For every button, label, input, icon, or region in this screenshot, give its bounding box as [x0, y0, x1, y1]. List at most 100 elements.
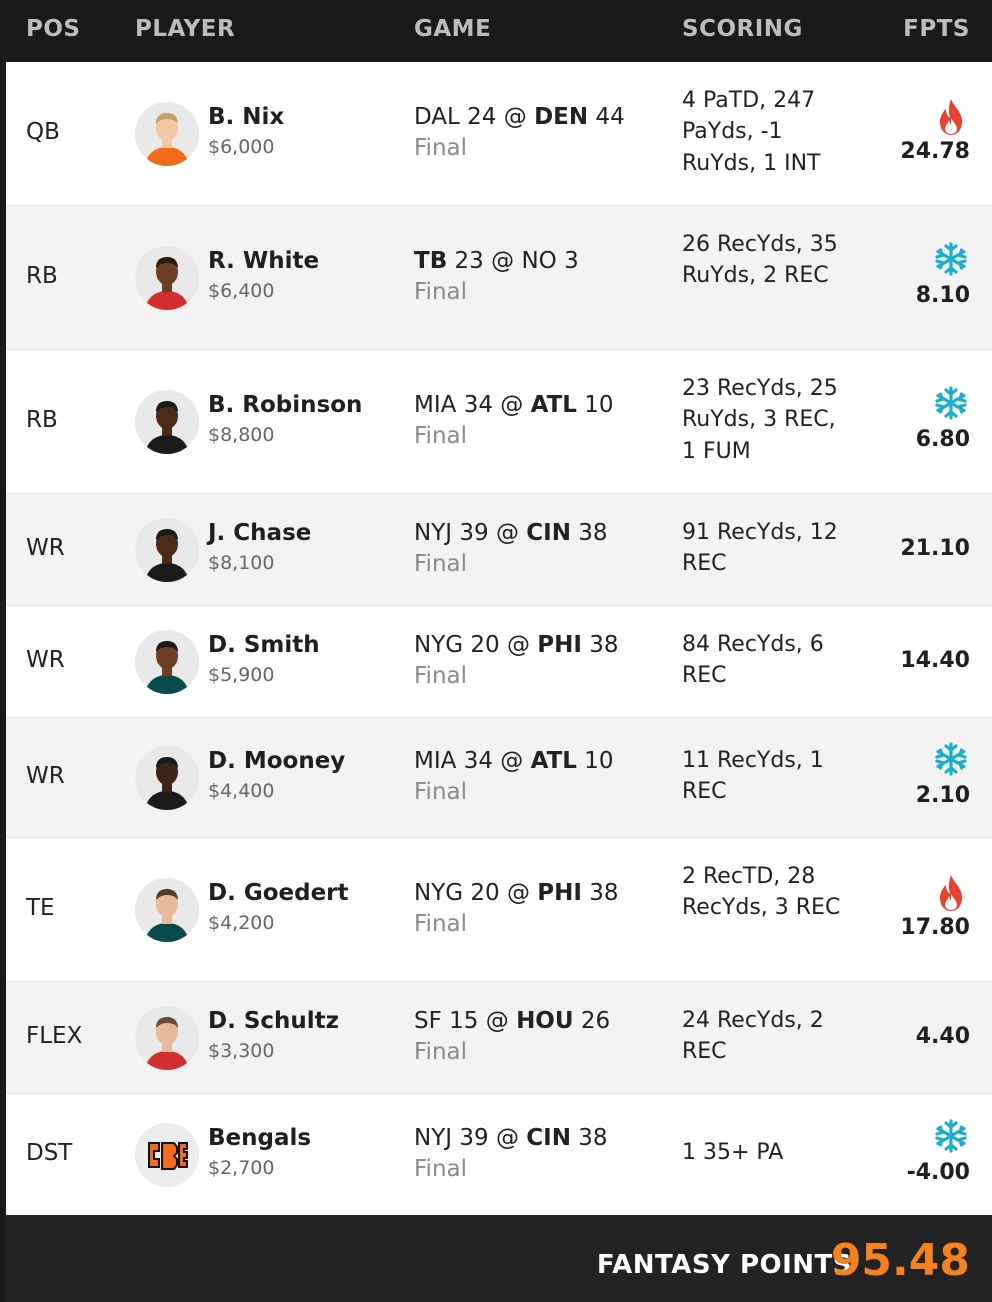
table-row[interactable]: WR J. Chase $8,100 NYJ 39 @ CIN 38 Final 91 R… — [6, 494, 992, 606]
home-score: 38 — [589, 632, 619, 658]
player-salary: $8,100 — [208, 552, 275, 574]
table-row[interactable]: WR D. Mooney $4,400 MIA 34 @ ATL 10 Final 11 … — [6, 718, 992, 838]
fire-icon — [934, 98, 968, 136]
away-score: 39 — [459, 520, 489, 546]
position-label: FLEX — [26, 1023, 83, 1049]
fantasy-points-value: 24.78 — [900, 139, 970, 164]
away-team: MIA — [414, 748, 457, 774]
fantasy-points-value: 17.80 — [900, 915, 970, 940]
fantasy-points-value: 21.10 — [900, 536, 970, 561]
table-row[interactable]: RB R. White $6,400 TB 23 @ NO 3 Final 26 RecY… — [6, 206, 992, 350]
player-headshot[interactable] — [135, 1123, 199, 1187]
player-name-link[interactable]: D. Smith — [208, 632, 320, 658]
game-status: Final — [414, 779, 468, 805]
player-headshot[interactable] — [135, 102, 199, 166]
player-name-link[interactable]: D. Goedert — [208, 880, 349, 906]
player-headshot[interactable] — [135, 518, 199, 582]
player-headshot[interactable] — [135, 746, 199, 810]
player-name-link[interactable]: Bengals — [208, 1125, 312, 1151]
game-matchup: MIA 34 @ ATL 10 — [414, 392, 614, 418]
game-status: Final — [414, 663, 468, 689]
fantasy-points-label: FANTASY POINTS — [596, 1250, 852, 1280]
home-score: 26 — [580, 1008, 611, 1034]
at-sign: @ — [506, 880, 530, 906]
at-sign: @ — [485, 1008, 509, 1034]
home-team: PHI — [537, 632, 582, 658]
col-header-pos[interactable]: POS — [26, 16, 81, 42]
table-row[interactable]: QB B. Nix $6,000 DAL 24 @ DEN 44 Final 4 PaTD… — [6, 62, 992, 206]
away-team: TB — [414, 248, 448, 274]
lineup-rows: QB B. Nix $6,000 DAL 24 @ DEN 44 Final 4 PaTD… — [6, 62, 992, 1216]
home-team: PHI — [537, 880, 582, 906]
at-sign: @ — [491, 248, 515, 274]
player-name-link[interactable]: J. Chase — [208, 520, 312, 546]
player-name-link[interactable]: B. Nix — [208, 104, 285, 130]
player-name-link[interactable]: D. Mooney — [208, 748, 346, 774]
home-team: NO — [521, 248, 557, 274]
game-matchup: NYG 20 @ PHI 38 — [414, 632, 619, 658]
home-score: 44 — [595, 104, 625, 130]
scoring-breakdown: 91 RecYds, 12 REC — [682, 519, 838, 577]
table-row[interactable]: FLEX D. Schultz $3,300 SF 15 @ HOU 26 Final 2… — [6, 982, 992, 1094]
player-name-link[interactable]: B. Robinson — [208, 392, 363, 418]
position-label: TE — [26, 895, 55, 921]
player-headshot[interactable] — [135, 630, 199, 694]
away-team: NYJ — [414, 520, 453, 546]
player-name-link[interactable]: R. White — [208, 248, 320, 274]
home-score: 3 — [564, 248, 579, 274]
player-salary: $5,900 — [208, 664, 275, 686]
home-team: CIN — [526, 520, 571, 546]
game-status: Final — [414, 135, 468, 161]
at-sign: @ — [500, 748, 524, 774]
col-header-scoring[interactable]: SCORING — [682, 16, 803, 42]
snowflake-icon — [934, 242, 968, 280]
position-label: WR — [26, 647, 65, 673]
away-score: 20 — [470, 880, 500, 906]
away-score: 34 — [463, 748, 493, 774]
at-sign: @ — [506, 632, 530, 658]
player-salary: $6,400 — [208, 280, 275, 302]
table-row[interactable]: RB B. Robinson $8,800 MIA 34 @ ATL 10 Final 2… — [6, 350, 992, 494]
fantasy-points-value: 14.40 — [900, 648, 970, 673]
table-row[interactable]: WR D. Smith $5,900 NYG 20 @ PHI 38 Final 84 R… — [6, 606, 992, 718]
table-row[interactable]: DST Bengals $2,700 NYJ 39 @ CIN 38 Final 1 35… — [6, 1094, 992, 1216]
fantasy-points-value: 8.10 — [915, 283, 970, 308]
position-label: WR — [26, 763, 65, 789]
snowflake-icon — [934, 1119, 968, 1157]
col-header-fpts[interactable]: FPTS — [903, 16, 970, 42]
position-label: RB — [26, 263, 58, 289]
home-team: ATL — [530, 748, 577, 774]
home-team: CIN — [526, 1125, 571, 1151]
player-salary: $2,700 — [208, 1157, 275, 1179]
away-score: 20 — [470, 632, 500, 658]
table-row[interactable]: TE D. Goedert $4,200 NYG 20 @ PHI 38 Final 2 … — [6, 838, 992, 982]
fantasy-points-value: 2.10 — [915, 783, 970, 808]
player-headshot[interactable] — [135, 390, 199, 454]
game-matchup: DAL 24 @ DEN 44 — [414, 104, 625, 130]
position-label: DST — [26, 1140, 73, 1166]
game-matchup: MIA 34 @ ATL 10 — [414, 748, 614, 774]
position-label: QB — [26, 119, 60, 145]
fantasy-points-value: 6.80 — [915, 427, 970, 452]
player-name-link[interactable]: D. Schultz — [208, 1008, 340, 1034]
col-header-game[interactable]: GAME — [414, 16, 492, 42]
fantasy-points-value: 4.40 — [915, 1024, 970, 1049]
scoring-breakdown: 2 RecTD, 28 RecYds, 3 REC — [682, 863, 841, 921]
scoring-breakdown: 24 RecYds, 2 REC — [682, 1007, 824, 1065]
player-headshot[interactable] — [135, 246, 199, 310]
col-header-player[interactable]: PLAYER — [135, 16, 236, 42]
position-label: WR — [26, 535, 65, 561]
player-headshot[interactable] — [135, 878, 199, 942]
player-headshot[interactable] — [135, 1006, 199, 1070]
away-team: MIA — [414, 392, 457, 418]
scoring-breakdown: 23 RecYds, 25 RuYds, 3 REC, 1 FUM — [682, 375, 838, 464]
home-team: ATL — [530, 392, 577, 418]
home-score: 10 — [584, 392, 614, 418]
player-salary: $4,400 — [208, 780, 275, 802]
scoring-breakdown: 1 35+ PA — [682, 1140, 784, 1166]
game-matchup: NYJ 39 @ CIN 38 — [414, 520, 608, 546]
home-score: 38 — [578, 520, 608, 546]
away-team: NYG — [414, 880, 464, 906]
snowflake-icon — [934, 742, 968, 780]
